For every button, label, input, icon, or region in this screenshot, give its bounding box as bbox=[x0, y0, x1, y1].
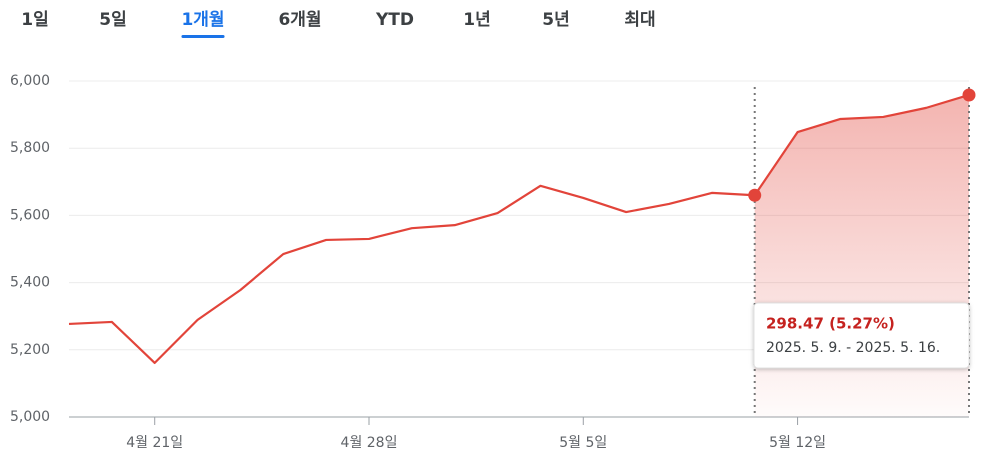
selection-point bbox=[748, 188, 762, 202]
price-line bbox=[68, 93, 970, 365]
y-tick-label: 5,800 bbox=[10, 140, 50, 156]
range-tab[interactable]: 6개월 bbox=[278, 10, 321, 30]
y-tick-label: 5,600 bbox=[10, 207, 50, 223]
x-tick-label: 5월 5일 bbox=[559, 435, 607, 451]
x-tick-label: 4월 28일 bbox=[341, 435, 398, 451]
tooltip-range: 2025. 5. 9. - 2025. 5. 16. bbox=[766, 340, 940, 356]
range-tab[interactable]: 1일 bbox=[21, 10, 48, 30]
range-tab[interactable]: 1년 bbox=[463, 10, 490, 30]
selection-area bbox=[754, 94, 969, 418]
y-tick-label: 5,400 bbox=[10, 275, 50, 291]
y-tick-label: 5,200 bbox=[10, 342, 50, 358]
range-tab[interactable]: 5년 bbox=[542, 10, 569, 30]
tooltip-change: 298.47 (5.27%) bbox=[766, 315, 895, 333]
range-tab[interactable]: 5일 bbox=[99, 10, 126, 30]
range-tab[interactable]: 최대 bbox=[624, 10, 655, 30]
tab-underline bbox=[181, 35, 225, 38]
range-tab[interactable]: 1개월 bbox=[181, 10, 224, 30]
x-tick-label: 4월 21일 bbox=[126, 435, 183, 451]
y-tick-label: 6,000 bbox=[10, 73, 50, 89]
y-tick-label: 5,000 bbox=[10, 409, 50, 425]
range-tab[interactable]: YTD bbox=[375, 10, 414, 30]
selection-point bbox=[962, 88, 976, 102]
x-tick-label: 5월 12일 bbox=[769, 435, 826, 451]
tooltip-box bbox=[753, 302, 970, 369]
